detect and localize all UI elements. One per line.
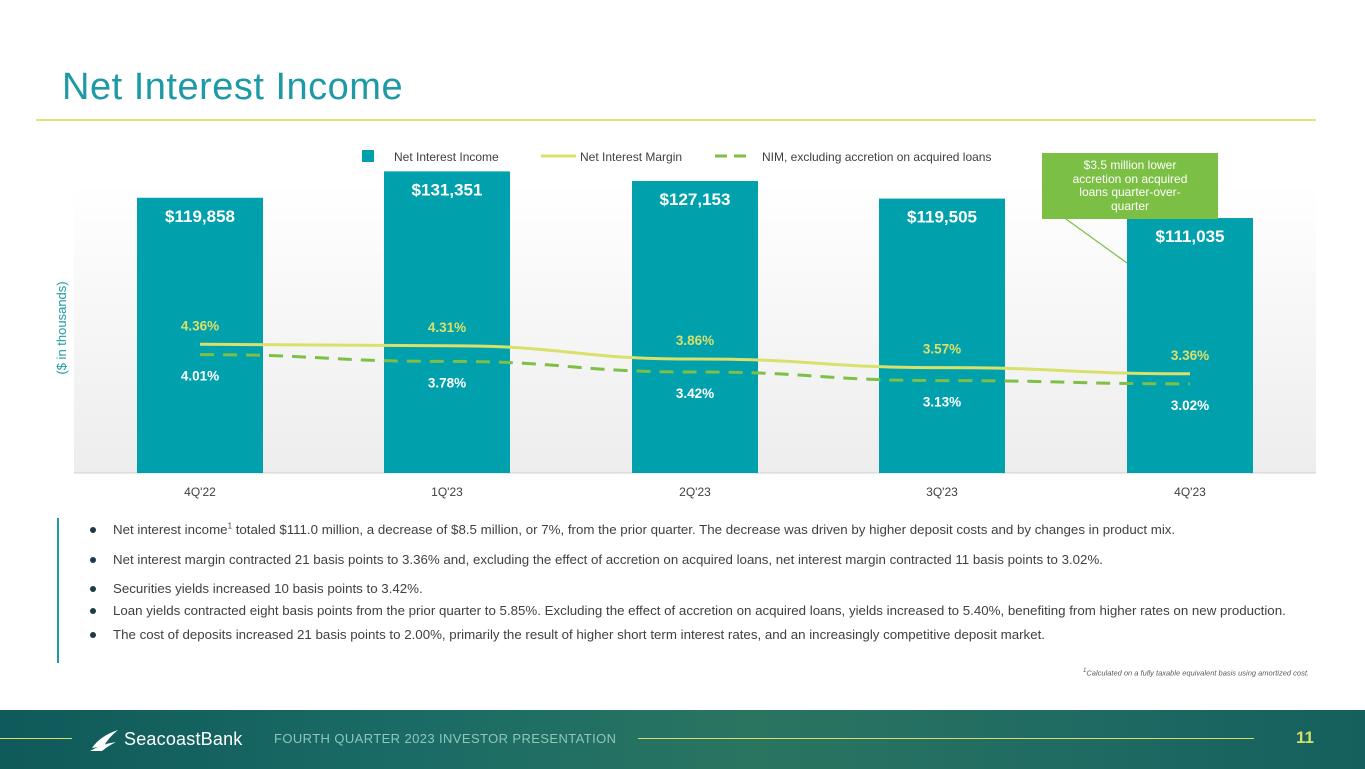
bullet-item: Net interest margin contracted 21 basis … <box>90 552 1320 568</box>
x-tick-0: 4Q'22 <box>184 485 216 499</box>
x-tick-4: 4Q'23 <box>1174 485 1206 499</box>
net-interest-income-chart: $119,858 $131,351 $127,153 $119,505 $111,035… <box>54 150 1316 499</box>
page-number: 11 <box>1296 728 1314 747</box>
chart-legend: Net Interest Income Net Interest Margin NI… <box>362 150 991 164</box>
legend-label-nim: Net Interest Margin <box>580 150 682 164</box>
footnote-ref: 1 <box>227 521 233 531</box>
x-tick-2: 2Q'23 <box>679 485 711 499</box>
accretion-callout: $3.5 million lower accretion on acquired… <box>1042 153 1218 219</box>
nim-ex-label-1: 3.78% <box>428 375 466 390</box>
bullet-item: Loan yields contracted eight basis point… <box>90 603 1320 619</box>
footer-rule-right <box>638 738 1254 739</box>
title-divider <box>36 119 1316 121</box>
nim-label-0: 4.36% <box>181 318 219 333</box>
nii-bar-4 <box>1127 218 1253 473</box>
callout-connector <box>1065 218 1128 264</box>
footnote: 1Calculated on a fully taxable equivalen… <box>1083 668 1309 678</box>
footnote-text: Calculated on a fully taxable equivalent… <box>1086 668 1309 678</box>
nii-bar-label-1: $131,351 <box>412 180 483 199</box>
nim-label-3: 3.57% <box>923 342 961 357</box>
bullet-item: Net interest income1 totaled $111.0 mill… <box>90 522 1320 538</box>
nii-bar-1 <box>384 171 510 473</box>
footer-rule-left <box>0 738 72 739</box>
nii-bar-3 <box>879 198 1005 473</box>
legend-label-nii: Net Interest Income <box>394 150 499 164</box>
nim-label-4: 3.36% <box>1171 348 1209 363</box>
y-axis-label: ($ in thousands) <box>54 281 69 374</box>
nim-ex-label-4: 3.02% <box>1171 398 1209 413</box>
bullet-item: The cost of deposits increased 21 basis … <box>90 627 1320 643</box>
nim-line <box>199 342 1191 376</box>
nim-label-2: 3.86% <box>676 333 714 348</box>
commentary-bullets: Net interest income1 totaled $111.0 mill… <box>90 522 1320 643</box>
bullets-accent-bar <box>57 518 59 663</box>
nim-ex-label-0: 4.01% <box>181 369 219 384</box>
nii-bar-label-4: $111,035 <box>1155 227 1224 246</box>
nim-ex-accretion-line <box>199 353 1191 386</box>
nim-ex-label-2: 3.42% <box>676 386 714 401</box>
presentation-title: FOURTH QUARTER 2023 INVESTOR PRESENTATIO… <box>274 731 617 746</box>
nim-ex-label-3: 3.13% <box>923 395 961 410</box>
nii-bar-label-2: $127,153 <box>660 190 731 209</box>
nii-bar-2 <box>632 181 758 473</box>
wave-logo-icon <box>90 730 118 751</box>
bullet-item: Securities yields increased 10 basis poi… <box>90 581 1320 597</box>
nim-label-1: 4.31% <box>428 320 466 335</box>
footer-bar: SeacoastBank FOURTH QUARTER 2023 INVESTO… <box>0 710 1365 769</box>
nii-bar-label-0: $119,858 <box>165 207 235 226</box>
nii-bar-0 <box>137 197 263 474</box>
brand-name: SeacoastBank <box>124 728 243 749</box>
x-tick-3: 3Q'23 <box>926 485 958 499</box>
nii-bar-label-3: $119,505 <box>907 208 977 227</box>
legend-label-nim-ex: NIM, excluding accretion on acquired loa… <box>762 150 991 164</box>
footnote-marker: 1 <box>1083 668 1087 674</box>
page-title: Net Interest Income <box>62 66 404 108</box>
x-tick-1: 1Q'23 <box>431 485 463 499</box>
seacoast-logo: SeacoastBank <box>90 724 242 754</box>
legend-swatch-nii <box>362 150 374 162</box>
